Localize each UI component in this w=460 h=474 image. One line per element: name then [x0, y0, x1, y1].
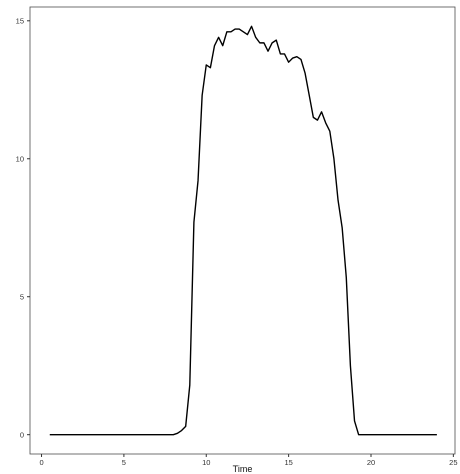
x-tick-label: 10 [202, 458, 210, 467]
y-tick-label: 0 [20, 430, 24, 439]
x-tick-label: 0 [39, 458, 43, 467]
x-axis-title: Time [233, 464, 253, 474]
x-tick-label: 20 [367, 458, 375, 467]
x-axis: 0 5 10 15 20 25 [39, 454, 458, 467]
x-tick-label: 5 [122, 458, 126, 467]
y-tick-label: 15 [16, 16, 24, 25]
plot-panel-border [29, 6, 456, 455]
y-axis: 0 5 10 15 [16, 16, 30, 439]
y-tick-label: 10 [16, 154, 24, 163]
x-tick-label: 15 [284, 458, 292, 467]
series-line [49, 25, 437, 436]
y-tick-label: 5 [20, 292, 24, 301]
x-tick-label: 25 [449, 458, 457, 467]
